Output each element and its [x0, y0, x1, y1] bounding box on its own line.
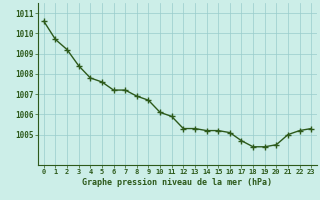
X-axis label: Graphe pression niveau de la mer (hPa): Graphe pression niveau de la mer (hPa)	[83, 178, 273, 187]
